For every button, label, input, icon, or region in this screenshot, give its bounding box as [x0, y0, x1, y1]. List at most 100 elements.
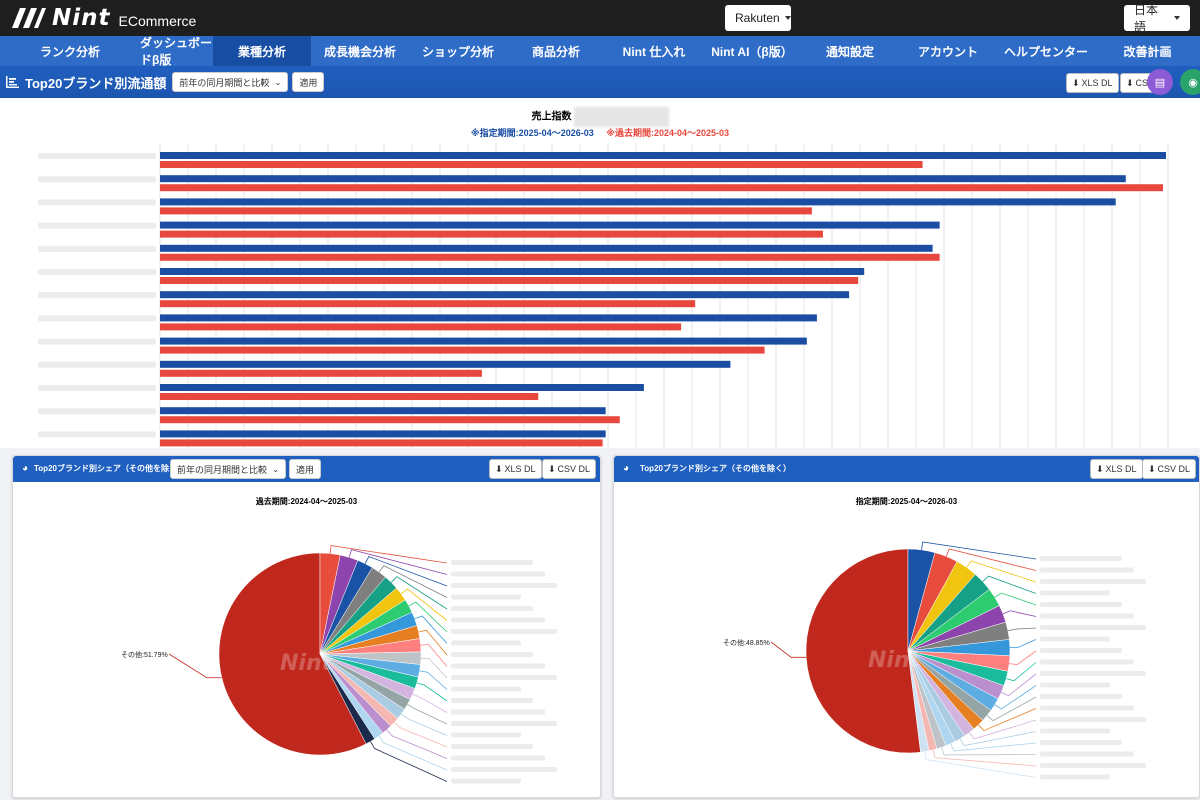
- label-leader-line: [924, 751, 1037, 778]
- nav-item-product[interactable]: 商品分析: [531, 44, 580, 59]
- label-leader-line: [770, 641, 807, 658]
- label-leader-line: [941, 747, 1037, 756]
- label-leader-line: [348, 549, 448, 575]
- redacted-brand-label: [1040, 717, 1146, 722]
- past-xls-download-button[interactable]: ⬇ XLS DL: [489, 459, 542, 479]
- bar-current[interactable]: [160, 221, 940, 229]
- past-period-label: ※過去期間:2024-04～2025-03: [606, 128, 730, 138]
- nav-item-account[interactable]: アカウント: [917, 44, 978, 59]
- label-leader-line: [1006, 662, 1037, 682]
- redacted-brand-label: [451, 709, 545, 715]
- bar-current[interactable]: [160, 384, 644, 391]
- label-leader-line: [966, 560, 1037, 583]
- current-xls-download-button[interactable]: ⬇ XLS DL: [1090, 459, 1143, 479]
- redacted-brand-label: [38, 199, 156, 206]
- redacted-brand-label: [38, 408, 156, 415]
- past-csv-download-button[interactable]: ⬇ CSV DL: [542, 459, 597, 479]
- label-leader-line: [408, 601, 448, 633]
- redacted-brand-label: [1040, 659, 1134, 665]
- current-period-label: ※指定期間:2025-04～2026-03: [470, 128, 594, 138]
- nav-item-growth[interactable]: 成長機会分析: [323, 44, 396, 59]
- label-leader-line: [945, 548, 1037, 571]
- redacted-brand-label: [38, 361, 156, 368]
- pie-other-label: その他:48.85%: [723, 638, 770, 647]
- bar-current[interactable]: [160, 430, 606, 438]
- current-csv-download-button[interactable]: ⬇ CSV DL: [1142, 459, 1197, 479]
- bar-current[interactable]: [160, 268, 865, 275]
- redacted-brand-label: [451, 606, 533, 611]
- nav-item-notifications[interactable]: 通知設定: [825, 44, 874, 59]
- label-leader-line: [969, 719, 1037, 740]
- chevron-down-icon: [784, 16, 791, 20]
- redacted-brand-label: [38, 385, 156, 391]
- nav-item-improvement[interactable]: 改善計画: [1123, 44, 1172, 59]
- label-leader-line: [978, 708, 1037, 732]
- nav-item-rank[interactable]: ランク分析: [39, 44, 100, 59]
- bar-current[interactable]: [160, 407, 606, 415]
- bar-current[interactable]: [160, 198, 1116, 206]
- nav-item-help[interactable]: ヘルプセンター: [1003, 44, 1088, 59]
- pie-chart-icon: ◕: [22, 463, 29, 474]
- pie-slice[interactable]: [907, 650, 930, 753]
- nav-item-sourcing[interactable]: Nint 仕入れ: [622, 44, 686, 59]
- bar-current[interactable]: [160, 337, 807, 345]
- nav-item-shop[interactable]: ショップ分析: [421, 44, 494, 59]
- bar-current[interactable]: [160, 314, 817, 322]
- label-leader-line: [400, 588, 448, 621]
- download-icon: ⬇: [1072, 77, 1080, 88]
- bar-past[interactable]: [160, 346, 765, 354]
- download-icon: ⬇: [495, 463, 503, 474]
- bar-past[interactable]: [160, 161, 923, 168]
- pie-slice[interactable]: [218, 552, 367, 756]
- bar-past[interactable]: [160, 439, 603, 447]
- compare-period-select[interactable]: 前年の同月期間と比較 ⌄: [172, 72, 289, 92]
- redacted-brand-label: [1040, 590, 1110, 596]
- chart-title: 売上指数: [531, 111, 572, 123]
- bar-current[interactable]: [160, 360, 731, 368]
- redacted-brand-label: [38, 245, 156, 252]
- bar-current[interactable]: [160, 244, 933, 252]
- bar-past[interactable]: [160, 369, 482, 377]
- marketplace-dropdown[interactable]: Rakuten: [725, 5, 791, 31]
- nav-item-industry[interactable]: 業種分析: [213, 36, 311, 66]
- redacted-brand-label: [451, 640, 521, 646]
- bar-past[interactable]: [160, 393, 539, 400]
- bar-past[interactable]: [160, 207, 812, 215]
- redacted-brand-label: [38, 176, 156, 183]
- bar-past[interactable]: [160, 323, 682, 331]
- nav-item-ai[interactable]: Nint AI（β版）: [711, 44, 793, 59]
- app-logo[interactable]: Nint ECommerce: [10, 5, 196, 31]
- brand-sales-chart: 売上指数 ※指定期間:2025-04～2026-03 ※過去期間:2024-04…: [0, 98, 1200, 448]
- label-leader-line: [378, 735, 448, 771]
- bar-past[interactable]: [160, 277, 859, 284]
- bar-current[interactable]: [160, 152, 1166, 159]
- bar-past[interactable]: [160, 253, 940, 261]
- top-bar: Nint ECommerce Rakuten 日本語: [0, 0, 1200, 36]
- redacted-brand-label: [451, 583, 557, 588]
- nav-item-dashboard[interactable]: ダッシュボードβ版: [140, 36, 213, 67]
- redacted-brand-label: [451, 778, 521, 784]
- bar-current[interactable]: [160, 175, 1126, 183]
- language-dropdown[interactable]: 日本語: [1124, 3, 1190, 34]
- apply-button[interactable]: 適用: [292, 72, 325, 92]
- bar-current[interactable]: [160, 291, 850, 299]
- pdf-button[interactable]: ▤: [1147, 69, 1173, 95]
- label-leader-line: [959, 731, 1037, 747]
- current-share-pie: その他:48.85% Nint: [723, 541, 1146, 780]
- redacted-brand-label: [1040, 613, 1134, 619]
- ai-assistant-button[interactable]: ◉: [1180, 69, 1200, 95]
- bar-past[interactable]: [160, 184, 1163, 192]
- bar-past[interactable]: [160, 416, 620, 424]
- xls-download-button[interactable]: ⬇ XLS DL: [1066, 73, 1119, 93]
- bar-past[interactable]: [160, 300, 696, 308]
- nint-logo-icon: [12, 8, 46, 28]
- past-share-pie: その他:51.79% Nint: [121, 545, 557, 784]
- past-compare-select[interactable]: 前年の同月期間と比較 ⌄: [170, 459, 286, 479]
- redacted-brand-label: [1040, 671, 1146, 676]
- past-apply-button[interactable]: 適用: [289, 459, 322, 479]
- bar-past[interactable]: [160, 230, 823, 238]
- redacted-brand-label: [451, 675, 557, 680]
- label-leader-line: [401, 713, 448, 736]
- label-leader-line: [1007, 627, 1037, 632]
- redacted-brand-label: [1040, 728, 1110, 734]
